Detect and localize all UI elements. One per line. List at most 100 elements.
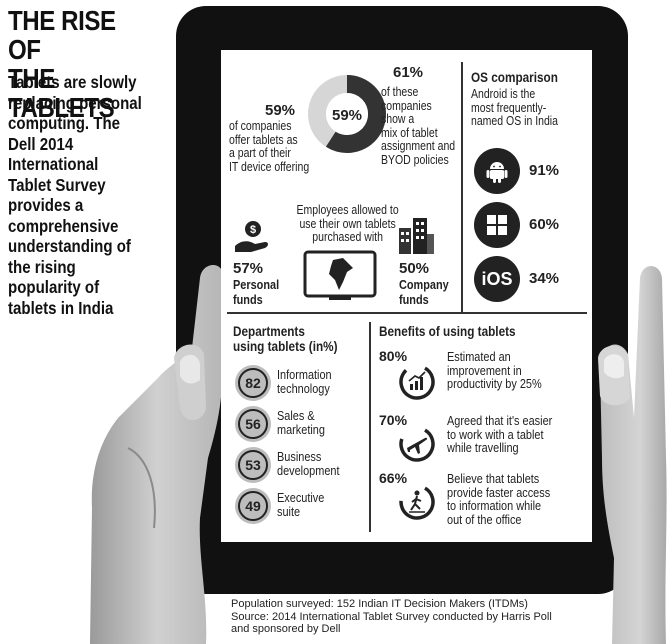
intro-line: popularity of [8, 277, 100, 297]
intro-line: Tablet Survey [8, 174, 106, 195]
text-line: assignment and [381, 139, 456, 153]
windows-icon [474, 202, 520, 248]
text-line: IT device offering [229, 159, 310, 174]
intro-line: replacing personal [8, 92, 142, 113]
left-hand-image [90, 264, 224, 644]
airplane-icon [399, 426, 435, 462]
text-line: purchased with [312, 230, 383, 244]
donut-center-label: 59% [332, 107, 362, 124]
text-line: Believe that tablets [447, 471, 540, 486]
text-line: a part of their [229, 146, 291, 160]
headline: THE RISE OF THE TABLETS [8, 6, 146, 122]
benefits-divider [369, 322, 371, 532]
intro-line: tablets in India [8, 297, 114, 318]
productivity-chart-icon [399, 364, 435, 400]
text-line: Executive [277, 490, 325, 505]
text-line: of these [381, 85, 419, 99]
benefit-pct-access: 66% [379, 470, 408, 486]
personal-pct: 57% [233, 260, 264, 277]
text-line: most frequently- [471, 100, 547, 115]
text-line: Information [277, 367, 332, 382]
buildings-icon [399, 218, 434, 254]
donut-right-text: of these companies show a mix of tablet … [381, 85, 473, 167]
svg-text:$: $ [250, 224, 256, 236]
text-line: Estimated an [447, 349, 511, 364]
section-divider [227, 312, 587, 314]
dept-badge-sales: 56 [235, 406, 271, 442]
benefit-pct-travel: 70% [379, 412, 408, 428]
text-line: technology [277, 380, 330, 396]
donut-right-pct: 61% [393, 64, 424, 81]
dept-label-it: Information technology [277, 368, 332, 395]
donut-left-pct: 59% [265, 102, 296, 119]
text-line: use their own tablets [299, 216, 396, 231]
intro-line: computing. The [8, 113, 121, 133]
text-line: named OS in India [471, 114, 558, 128]
india-map-tablet-icon [303, 250, 377, 300]
tablet-screen: 59% 59% of companies offer tablets as a … [221, 50, 592, 542]
intro-line: provides a [8, 195, 84, 215]
headline-line: THE TABLETS [8, 63, 115, 123]
walking-person-icon [399, 484, 435, 520]
departments-title: Departments using tablets (in%) [233, 324, 338, 354]
intro-line: International [8, 154, 99, 174]
company-pct: 50% [399, 260, 430, 277]
text-line: BYOD policies [381, 152, 449, 167]
right-hand-image [598, 266, 667, 644]
intro-line: Dell 2014 [8, 133, 74, 154]
text-line: suite [277, 503, 301, 519]
android-icon [474, 148, 520, 194]
benefit-text-access: Believe that tablets provide faster acce… [447, 472, 590, 526]
text-line: companies [381, 98, 432, 113]
dept-badge-exec: 49 [235, 488, 271, 524]
benefits-title: Benefits of using tablets [379, 323, 516, 339]
benefit-text-productivity: Estimated an improvement in productivity… [447, 350, 581, 391]
text-line: Departments [233, 323, 305, 339]
os-divider [461, 62, 463, 312]
text-line: provide faster access [447, 484, 551, 500]
text-line: funds [399, 292, 429, 307]
text-line: Company [399, 277, 449, 292]
text-line: improvement in [447, 362, 522, 378]
windows-pct: 60% [529, 216, 560, 233]
text-line: to information while [447, 498, 542, 513]
text-line: out of the office [447, 511, 522, 527]
text-line: Sales & [277, 408, 315, 423]
footer-line: Population surveyed: 152 Indian IT Decis… [231, 598, 528, 610]
text-line: to work with a tablet [447, 426, 544, 442]
personal-label: Personal funds [233, 277, 279, 307]
text-line: Employees allowed to [296, 203, 399, 217]
text-line: Personal [233, 277, 280, 292]
text-line: development [277, 462, 340, 478]
os-title: OS comparison [471, 69, 558, 85]
text-line: offer tablets as [229, 132, 298, 147]
intro-line: Tablets are slowly [8, 72, 137, 92]
dept-label-sales: Sales & marketing [277, 409, 325, 436]
text-line: marketing [277, 421, 325, 437]
intro-line: the rising [8, 256, 76, 277]
benefit-text-travel: Agreed that it's easier to work with a t… [447, 414, 590, 455]
footer-line: and sponsored by Dell [231, 623, 341, 635]
headline-line: THE RISE OF [8, 5, 116, 65]
dept-badge-it: 82 [235, 365, 271, 401]
android-pct: 91% [529, 162, 560, 179]
text-line: Business [277, 449, 322, 464]
dept-label-bizdev: Business development [277, 450, 340, 477]
benefit-pct-productivity: 80% [379, 348, 408, 364]
intro-line: understanding of [8, 236, 131, 256]
footer-line: Source: 2014 International Tablet Survey… [231, 610, 552, 623]
text-line: Android is the [471, 87, 536, 101]
byod-title: Employees allowed to use their own table… [293, 203, 402, 245]
company-label: Company funds [399, 277, 449, 307]
text-line: productivity by 25% [447, 376, 542, 391]
intro-text: Tablets are slowly replacing personal co… [8, 72, 159, 318]
text-line: mix of tablet [381, 125, 438, 140]
text-line: show a [381, 112, 415, 126]
text-line: Agreed that it's easier [447, 413, 553, 428]
text-line: while travelling [447, 440, 519, 455]
footer-source: Population surveyed: 152 Indian IT Decis… [231, 598, 651, 636]
money-hand-icon: $ [235, 221, 268, 252]
donut-chart: 59% [308, 75, 386, 153]
ios-pct: 34% [529, 270, 560, 287]
dept-badge-bizdev: 53 [235, 447, 271, 483]
